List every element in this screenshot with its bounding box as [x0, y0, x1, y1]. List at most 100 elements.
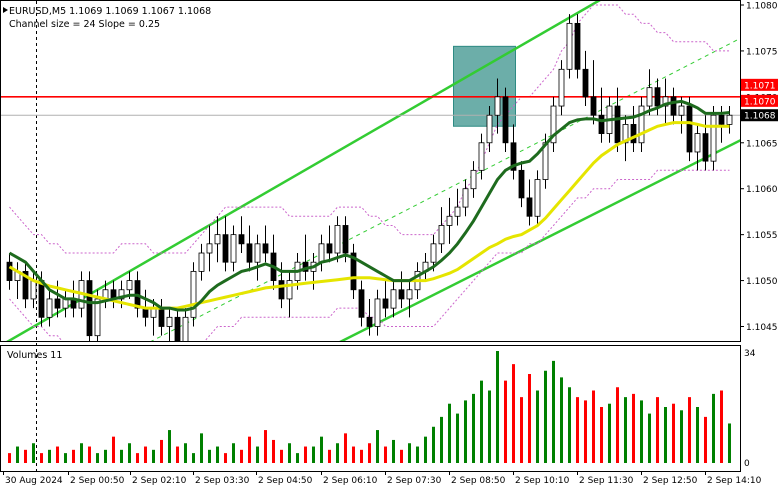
volume-title: Volumes 11: [7, 350, 62, 361]
candle-body: [406, 289, 413, 300]
candle: [254, 234, 261, 281]
price-tick-label: 1.1060: [746, 185, 778, 195]
price-tag-current: 1.1068: [744, 112, 776, 122]
candle: [622, 115, 629, 162]
candle-body: [190, 270, 197, 318]
candle-body: [518, 169, 525, 199]
candle-body: [262, 243, 269, 254]
price-tag-level-2: 1.1070: [744, 97, 776, 107]
candle: [534, 170, 541, 226]
candle: [574, 14, 581, 79]
candle-body: [206, 243, 213, 254]
envelope-upper: [9, 4, 730, 254]
candle: [390, 280, 397, 318]
volume-axis-min: 0: [744, 459, 750, 469]
time-axis: 30 Aug 2024 2 Sep 00:50 2 Sep 02:10 2 Sep 0…: [3, 471, 762, 486]
candle-body: [174, 316, 181, 341]
envelope-lower: [9, 169, 730, 341]
candle-body: [710, 114, 717, 162]
candle-body: [254, 243, 261, 263]
candle-body: [622, 124, 629, 144]
candle: [558, 60, 565, 116]
volume-axis-max: 34: [744, 349, 756, 359]
candle: [518, 161, 525, 208]
price-tag-current-bg: [741, 109, 778, 122]
candle: [230, 225, 237, 272]
price-tick-label: 1.1075: [746, 47, 778, 57]
candle-body: [374, 298, 381, 327]
candle-body: [630, 124, 637, 144]
candle-body: [342, 225, 349, 254]
candle: [630, 106, 637, 152]
candle: [710, 106, 717, 171]
channel-upper-line: [6, 1, 601, 341]
candle-body: [494, 96, 501, 116]
time-tick-label: 2 Sep 04:50: [258, 476, 313, 486]
price-tick-label: 1.1050: [746, 277, 778, 287]
candle: [262, 225, 269, 263]
candle-body: [126, 280, 133, 291]
price-tag-level-2-bg: [741, 94, 778, 107]
candle: [670, 87, 677, 125]
candle-body: [158, 307, 165, 327]
channel-mid-line: [150, 37, 740, 341]
candle: [238, 216, 245, 254]
time-tick-label: 30 Aug 2024: [5, 476, 63, 486]
candle: [398, 271, 405, 309]
candle-body: [86, 280, 93, 337]
candle: [494, 78, 501, 134]
candle: [166, 308, 173, 341]
candle-body: [246, 243, 253, 263]
candle: [662, 78, 669, 125]
candle: [94, 289, 101, 341]
candle: [190, 262, 197, 327]
candle-body: [550, 105, 557, 144]
candle: [22, 262, 29, 309]
candle: [446, 197, 453, 244]
candle: [550, 96, 557, 152]
candle: [694, 124, 701, 171]
candle-body: [702, 133, 709, 162]
candle: [598, 87, 605, 143]
candle-body: [614, 105, 621, 144]
candle-body: [430, 243, 437, 263]
time-tick-label: 2 Sep 03:30: [195, 476, 250, 486]
candle: [686, 96, 693, 162]
candle-body: [566, 22, 573, 70]
candle: [582, 50, 589, 107]
time-tick-label: 2 Sep 08:50: [451, 476, 506, 486]
candle-body: [198, 252, 205, 272]
moving-averages: [8, 99, 730, 312]
candle-body: [326, 243, 333, 254]
candle: [358, 280, 365, 327]
price-tick-label: 1.1080: [746, 2, 778, 12]
candle: [382, 280, 389, 318]
candle-body: [214, 234, 221, 245]
price-tick-label: 1.1055: [746, 231, 778, 241]
time-tick-label: 2 Sep 10:10: [515, 476, 570, 486]
candle-body: [38, 280, 45, 318]
candle: [286, 271, 293, 318]
candle-body: [350, 252, 357, 291]
candle-body: [726, 114, 733, 125]
candle-body: [686, 105, 693, 153]
candle: [222, 216, 229, 272]
candle: [470, 161, 477, 198]
candle-body: [662, 96, 669, 107]
moving-average-slow: [8, 121, 730, 310]
candle: [590, 60, 597, 125]
candle: [638, 96, 645, 152]
candle: [246, 225, 253, 272]
candle-body: [22, 270, 29, 300]
candle-body: [590, 96, 597, 116]
candle: [174, 308, 181, 341]
candle-body: [670, 96, 677, 116]
candle: [214, 216, 221, 263]
candle-body: [318, 243, 325, 263]
candle-body: [390, 289, 397, 309]
candle-body: [286, 280, 293, 300]
candle-body: [278, 280, 285, 300]
candle-body: [654, 87, 661, 107]
